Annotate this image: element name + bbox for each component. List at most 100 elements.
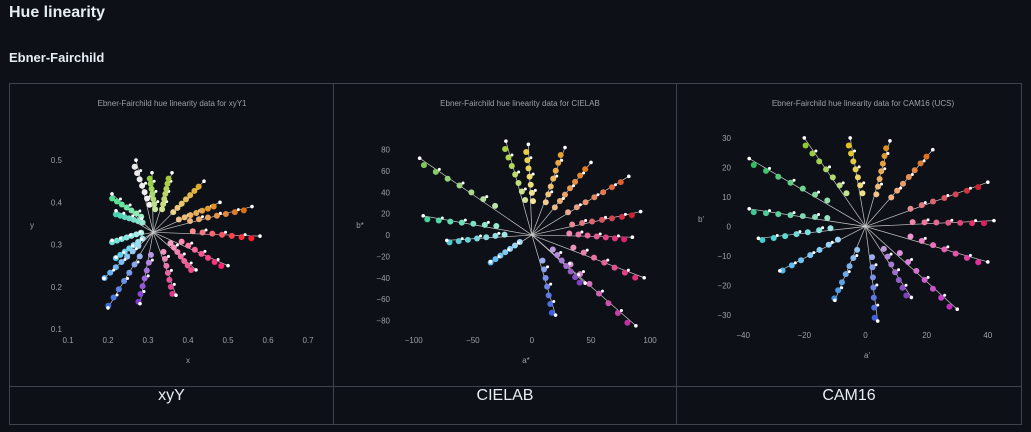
data-point — [474, 235, 481, 242]
data-point — [812, 214, 819, 221]
data-point — [963, 254, 970, 261]
data-point — [816, 158, 823, 165]
data-point — [107, 269, 114, 276]
x-tick-label: 100 — [643, 336, 657, 345]
data-point — [750, 209, 757, 216]
reference-point — [218, 211, 222, 215]
data-point — [799, 213, 806, 220]
reference-point — [134, 158, 138, 162]
data-point — [544, 283, 551, 290]
data-point — [628, 212, 635, 219]
data-point — [567, 185, 574, 192]
data-point — [118, 201, 125, 208]
data-point — [136, 253, 143, 260]
reference-point — [598, 232, 602, 236]
x-tick-label: 0 — [863, 331, 868, 340]
data-point — [134, 170, 141, 177]
data-point — [614, 310, 621, 317]
data-point — [163, 262, 170, 269]
data-point — [240, 207, 247, 214]
hue-series-7 — [153, 204, 254, 233]
xyy-chart: Ebner-Fairchild hue linearity data for x… — [30, 99, 314, 365]
data-point — [586, 280, 593, 287]
hue-series-11 — [531, 234, 558, 317]
x-tick-label: 0.3 — [142, 336, 154, 345]
data-point — [869, 264, 876, 271]
reference-point — [600, 289, 604, 293]
reference-point — [879, 182, 883, 186]
reference-point — [986, 260, 990, 264]
data-point — [508, 163, 515, 170]
data-point — [131, 261, 138, 268]
hue-series-4 — [865, 147, 935, 227]
data-point — [193, 209, 200, 216]
data-point — [930, 242, 937, 249]
data-point — [807, 252, 814, 259]
data-point — [590, 254, 597, 261]
data-point — [238, 234, 245, 241]
reference-point — [627, 174, 631, 179]
data-point — [980, 220, 987, 227]
data-point — [468, 189, 475, 196]
reference-point — [517, 170, 521, 174]
reference-point — [889, 252, 893, 256]
data-point — [169, 290, 176, 297]
hue-series-13 — [756, 225, 866, 243]
reference-point — [596, 193, 600, 197]
data-point — [187, 192, 194, 199]
reference-point — [930, 147, 935, 152]
data-point — [557, 152, 564, 159]
reference-point — [106, 306, 110, 310]
data-point — [522, 196, 529, 203]
data-point — [175, 216, 182, 223]
data-point — [782, 233, 789, 240]
data-point — [911, 167, 918, 174]
reference-point — [561, 197, 565, 201]
data-point — [812, 191, 819, 198]
data-point — [878, 168, 885, 175]
data-point — [601, 259, 608, 266]
reference-point — [552, 300, 556, 304]
data-point — [907, 205, 914, 212]
data-point — [558, 257, 565, 264]
data-point — [850, 254, 857, 261]
reference-point — [175, 243, 179, 247]
data-point — [888, 261, 895, 268]
data-point — [576, 279, 583, 286]
data-point — [561, 191, 568, 198]
reference-point — [630, 235, 635, 240]
reference-point — [578, 203, 582, 207]
data-point — [923, 153, 930, 160]
data-point — [549, 246, 556, 253]
data-point — [160, 248, 167, 255]
hue-series-14 — [747, 207, 866, 227]
y-tick-label: 0.4 — [51, 198, 63, 207]
data-point — [582, 199, 589, 206]
x-tick-label: 0.4 — [182, 336, 194, 345]
plot-cell-xyy: Ebner-Fairchild hue linearity data for x… — [9, 83, 334, 387]
data-point — [435, 217, 442, 224]
reference-point — [526, 142, 531, 147]
data-point — [211, 258, 218, 265]
data-point — [518, 188, 525, 195]
reference-point — [747, 156, 752, 161]
y-tick-label: 0.5 — [51, 156, 63, 165]
data-point — [492, 202, 499, 209]
reference-point — [131, 214, 135, 218]
y-tick-label: −80 — [376, 316, 390, 325]
reference-point — [583, 281, 587, 285]
plot-row: Ebner-Fairchild hue linearity data for x… — [9, 83, 1022, 387]
reference-point — [226, 263, 230, 268]
data-point — [455, 238, 462, 245]
data-point — [599, 216, 606, 223]
data-point — [480, 196, 487, 203]
data-point — [145, 259, 152, 266]
data-point — [905, 174, 912, 181]
reference-point — [486, 220, 490, 224]
data-point — [228, 232, 235, 239]
reference-point — [950, 218, 954, 222]
data-point — [600, 189, 607, 196]
data-point — [945, 219, 952, 226]
x-tick-label: 0.1 — [62, 336, 74, 345]
y-tick-label: 0 — [386, 231, 391, 240]
